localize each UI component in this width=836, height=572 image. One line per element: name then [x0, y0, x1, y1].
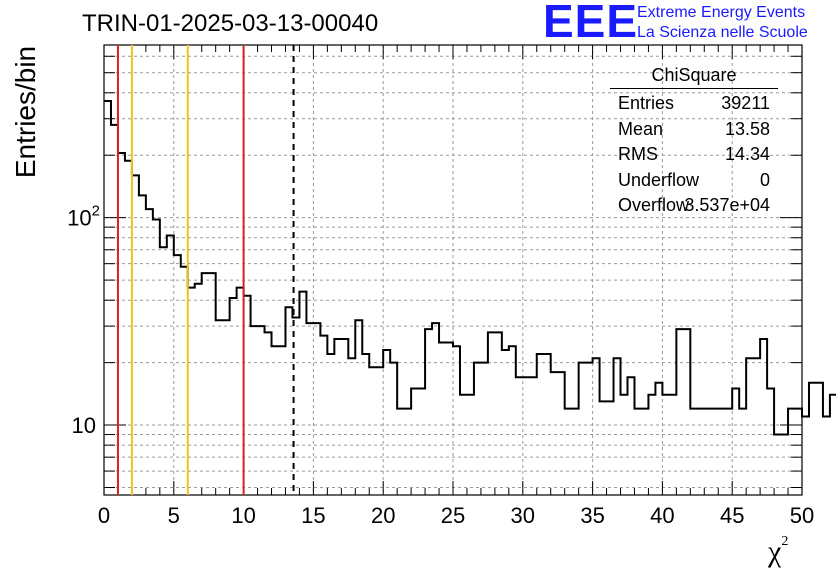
- logo-line-2: La Scienza nelle Scuole: [637, 24, 808, 41]
- x-axis-label-base: χ: [768, 535, 782, 568]
- y-tick-label: 102: [67, 203, 100, 231]
- stats-key: RMS: [618, 144, 658, 164]
- stats-row-mean: Mean 13.58: [610, 117, 778, 143]
- stats-value: 39211: [721, 93, 770, 113]
- marker-lines: [116, 45, 295, 495]
- y-axis-label: Entries/bin: [10, 45, 41, 179]
- x-tick-label: 5: [168, 503, 180, 528]
- x-tick-label: 30: [511, 503, 535, 528]
- histogram-series: [104, 100, 836, 436]
- stats-title: ChiSquare: [610, 66, 778, 89]
- stats-value: 3.537e+04: [684, 195, 770, 215]
- stats-key: Underflow: [618, 169, 700, 190]
- stats-key: Mean: [618, 118, 664, 139]
- stats-row-underflow: Underflow 0: [610, 168, 778, 194]
- x-tick-label: 50: [790, 503, 814, 528]
- stats-row-rms: RMS 14.34: [610, 142, 778, 168]
- stats-box: ChiSquare Entries 39211 Mean 13.58 RMS 14.3…: [610, 66, 778, 219]
- x-tick-label: 20: [371, 503, 395, 528]
- x-tick-label: 10: [231, 503, 255, 528]
- histogram-outline: [104, 100, 836, 436]
- stats-key: Entries: [618, 93, 675, 113]
- logo-line-1: Extreme Energy Events: [637, 4, 806, 21]
- logo-mark: EEE: [543, 0, 639, 47]
- x-axis-label: χ2: [768, 534, 788, 569]
- stats-row-overflow: Overflow 3.537e+04: [610, 193, 778, 219]
- stats-row-entries: Entries 39211: [610, 91, 778, 117]
- x-tick-label: 0: [98, 503, 110, 528]
- x-tick-label: 45: [720, 503, 744, 528]
- grid: [104, 45, 802, 495]
- x-axis-label-sup: 2: [781, 534, 789, 549]
- stats-value: 13.58: [724, 118, 770, 139]
- axis-tick-labels: 0 5 10 15 20 25 30 35 40 45 50 10 102: [67, 203, 814, 528]
- x-tick-label: 35: [580, 503, 604, 528]
- stats-value: 0: [759, 169, 770, 190]
- plot-title: TRIN-01-2025-03-13-00040: [82, 10, 379, 37]
- axis-ticks: [103, 45, 803, 495]
- x-tick-label: 40: [650, 503, 674, 528]
- x-tick-label: 15: [301, 503, 325, 528]
- stats-value: 14.34: [724, 144, 770, 164]
- x-tick-label: 25: [441, 503, 465, 528]
- stats-key: Overflow: [618, 195, 690, 215]
- y-tick-label: 10: [72, 413, 96, 438]
